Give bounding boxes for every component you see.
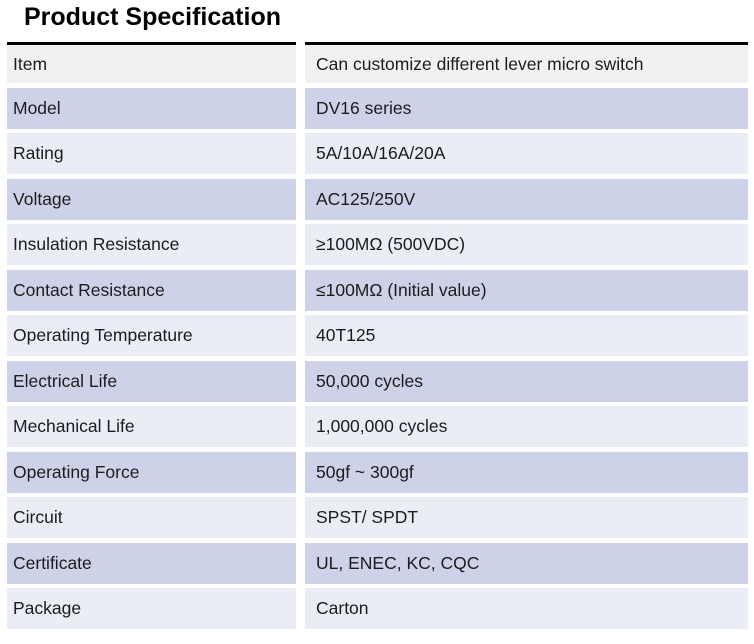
spec-value: SPST/ SPDT — [305, 497, 748, 538]
spec-label: Contact Resistance — [7, 269, 296, 311]
spec-value: AC125/250V — [305, 178, 748, 220]
spec-value: 1,000,000 cycles — [305, 406, 748, 447]
table-row-insulation-resistance: Insulation Resistance ≥100MΩ (500VDC) — [7, 224, 748, 265]
spec-label: Certificate — [7, 542, 296, 584]
table-row-certificate: Certificate UL, ENEC, KC, CQC — [7, 542, 748, 584]
spec-value: Carton — [305, 588, 748, 629]
spec-value: UL, ENEC, KC, CQC — [305, 542, 748, 584]
spec-value: 40T125 — [305, 315, 748, 356]
spec-label: Circuit — [7, 497, 296, 538]
table-row-circuit: Circuit SPST/ SPDT — [7, 497, 748, 538]
spec-value: Can customize different lever micro swit… — [305, 42, 748, 83]
spec-value: 5A/10A/16A/20A — [305, 133, 748, 174]
table-row-voltage: Voltage AC125/250V — [7, 178, 748, 220]
page-title: Product Specification — [24, 3, 281, 31]
spec-label: Package — [7, 588, 296, 629]
product-spec-table: Item Can customize different lever micro… — [7, 42, 748, 634]
spec-label: Operating Temperature — [7, 315, 296, 356]
table-row-contact-resistance: Contact Resistance ≤100MΩ (Initial value… — [7, 269, 748, 311]
table-row-operating-force: Operating Force 50gf ~ 300gf — [7, 451, 748, 493]
spec-value: 50,000 cycles — [305, 360, 748, 402]
spec-label: Voltage — [7, 178, 296, 220]
spec-label: Operating Force — [7, 451, 296, 493]
spec-label: Insulation Resistance — [7, 224, 296, 265]
table-row-operating-temperature: Operating Temperature 40T125 — [7, 315, 748, 356]
spec-label: Mechanical Life — [7, 406, 296, 447]
spec-value: DV16 series — [305, 87, 748, 129]
table-row-model: Model DV16 series — [7, 87, 748, 129]
table-row-rating: Rating 5A/10A/16A/20A — [7, 133, 748, 174]
spec-label: Electrical Life — [7, 360, 296, 402]
spec-value: ≥100MΩ (500VDC) — [305, 224, 748, 265]
table-row-item: Item Can customize different lever micro… — [7, 42, 748, 83]
table-row-package: Package Carton — [7, 588, 748, 629]
spec-label: Rating — [7, 133, 296, 174]
spec-value: 50gf ~ 300gf — [305, 451, 748, 493]
spec-label: Item — [7, 42, 296, 83]
spec-label: Model — [7, 87, 296, 129]
table-row-electrical-life: Electrical Life 50,000 cycles — [7, 360, 748, 402]
spec-value: ≤100MΩ (Initial value) — [305, 269, 748, 311]
table-row-mechanical-life: Mechanical Life 1,000,000 cycles — [7, 406, 748, 447]
